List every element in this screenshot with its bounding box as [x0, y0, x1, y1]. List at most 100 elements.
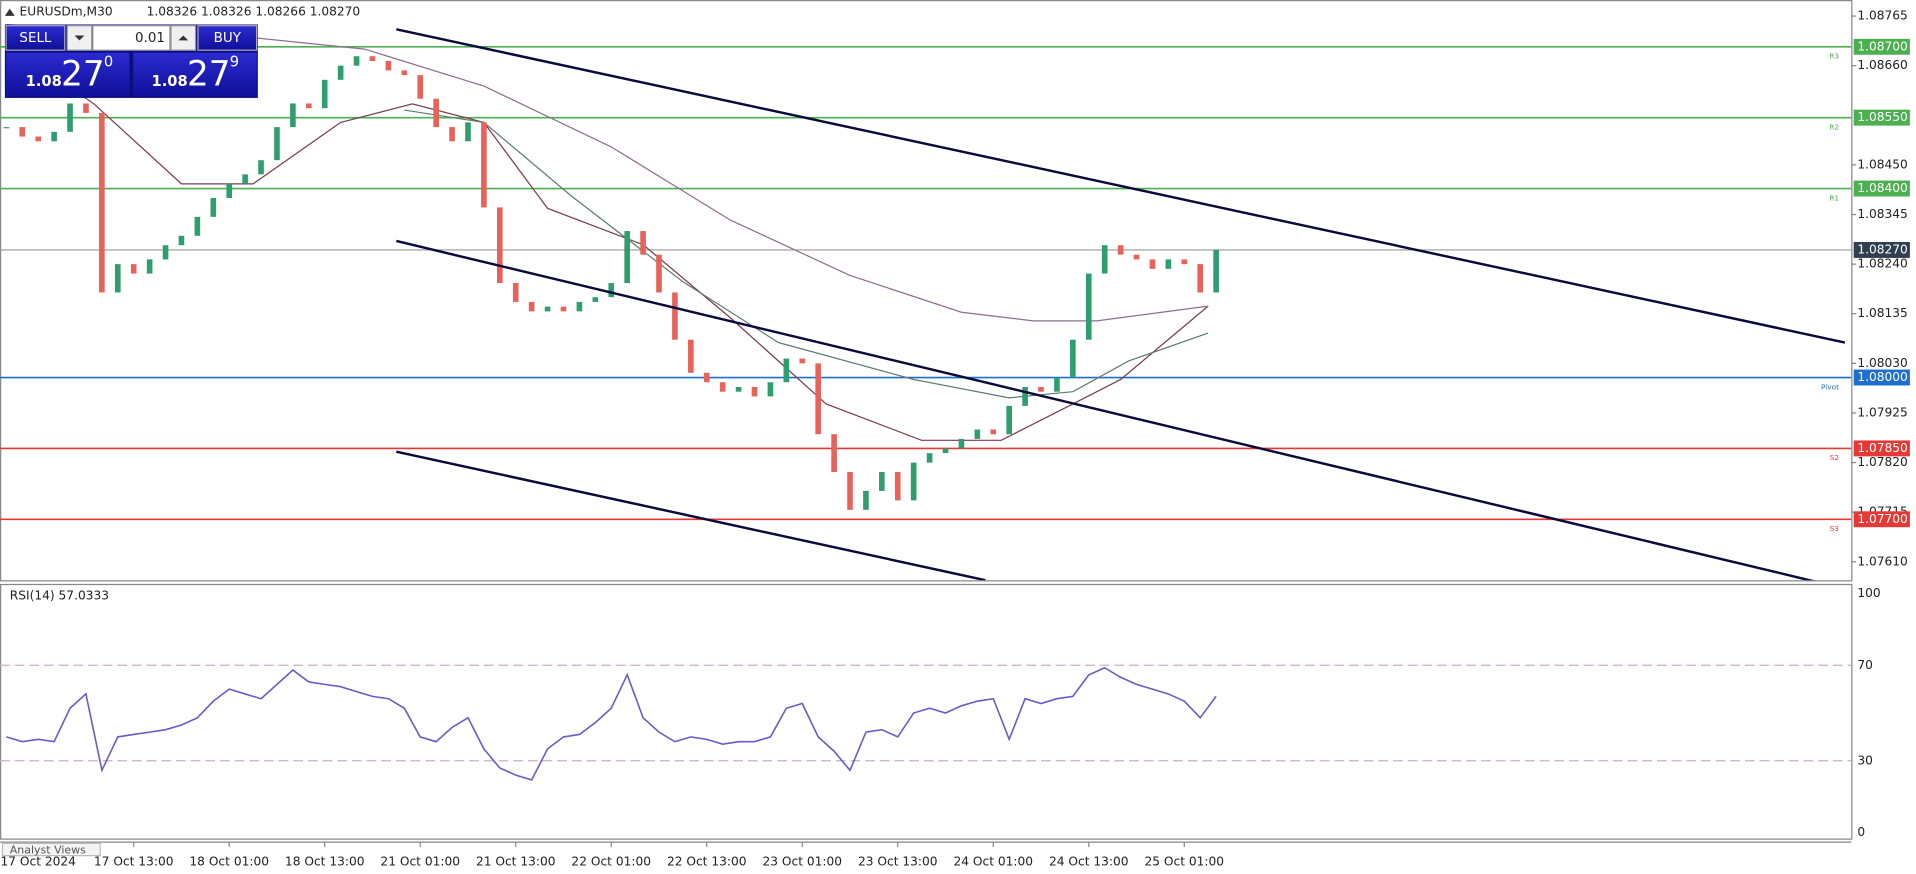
rsi-tick-label: 30: [1857, 753, 1873, 767]
level-price-box: [1853, 109, 1910, 126]
candle: [210, 197, 217, 217]
level-name: S2: [1830, 453, 1839, 462]
candle: [1085, 273, 1092, 340]
candle: [974, 429, 981, 439]
candle: [1101, 245, 1108, 274]
ask-prefix: 1.08: [152, 73, 188, 90]
axes: 1.087651.086601.084501.083451.082401.081…: [0, 9, 1910, 868]
buy-button[interactable]: [197, 25, 258, 51]
candle: [544, 306, 551, 312]
candle: [1038, 386, 1044, 392]
candle: [3, 127, 10, 129]
header: EURUSDm,M30 1.08326 1.08326 1.08266 1.08…: [4, 5, 361, 19]
candle: [1149, 259, 1156, 269]
level-price-label: 1.07700: [1857, 512, 1907, 526]
candle: [130, 264, 137, 274]
analyst-tab-label: Analyst Views: [10, 844, 86, 857]
rsi-tick-label: 0: [1857, 825, 1865, 839]
candle: [703, 372, 710, 383]
candle: [815, 363, 821, 435]
moving-average: [6, 23, 1209, 322]
candle: [608, 283, 615, 298]
current-price-box: [1853, 241, 1910, 258]
analyst-tab[interactable]: [1, 842, 101, 857]
trendline: [396, 239, 1815, 581]
candle: [146, 259, 153, 274]
ask-small: 9: [230, 53, 239, 70]
candle: [417, 75, 424, 99]
symbol: EURUSDm,M30: [20, 5, 113, 19]
sell-button[interactable]: [5, 25, 66, 51]
bid-box[interactable]: [6, 52, 130, 97]
candle: [560, 306, 567, 312]
main-plot: R3 R2 R1 Pivot S2 S3: [0, 23, 1852, 581]
x-tick-label: 18 Oct 13:00: [285, 854, 365, 868]
y-tick-label: 1.08450: [1857, 157, 1907, 171]
candle: [67, 103, 73, 132]
volume: 0.01: [135, 31, 165, 46]
candle: [942, 448, 949, 454]
candle: [226, 183, 233, 198]
level-price-label: 1.08550: [1857, 110, 1907, 124]
candle: [879, 472, 885, 491]
level-price-label: 1.08000: [1857, 370, 1907, 384]
y-tick-label: 1.07820: [1857, 455, 1907, 469]
up-arrow: [178, 35, 189, 41]
level-price-box: [1853, 180, 1910, 197]
ask-box[interactable]: [133, 52, 257, 97]
candle: [83, 103, 89, 113]
candle: [863, 490, 869, 510]
rsi-tick-label: 70: [1857, 658, 1873, 672]
rsi-tick-label: 100: [1857, 586, 1880, 600]
candle: [672, 292, 678, 340]
candle: [369, 56, 376, 61]
candle: [465, 122, 471, 142]
candle: [1181, 259, 1188, 265]
y-tick-label: 1.08345: [1857, 207, 1907, 221]
bid-small: 0: [104, 53, 113, 70]
buy-label: BUY: [214, 31, 242, 46]
level-price-label: 1.07850: [1857, 441, 1907, 455]
x-tick-label: 23 Oct 13:00: [858, 854, 938, 868]
x-tick-label: 23 Oct 01:00: [762, 854, 842, 868]
candle: [258, 160, 264, 175]
candle: [624, 231, 630, 284]
level-price-label: 1.08700: [1857, 39, 1907, 53]
candle: [735, 386, 742, 392]
x-tick-label: 22 Oct 13:00: [667, 854, 747, 868]
moving-average: [13, 48, 1209, 441]
level-name: R1: [1829, 193, 1839, 202]
ohlc: 1.08326 1.08326 1.08266 1.08270: [147, 5, 361, 19]
rsi-pane-border: [0, 583, 1853, 840]
x-tick-label: 24 Oct 13:00: [1049, 854, 1129, 868]
level-name: Pivot: [1821, 382, 1839, 391]
candle: [926, 453, 933, 463]
candle: [783, 358, 790, 383]
main-pane-border: [0, 0, 1853, 582]
collapse-icon[interactable]: [4, 8, 15, 16]
candle: [449, 127, 455, 142]
x-tick-label: 18 Oct 01:00: [189, 854, 269, 868]
ask-big: 27: [187, 54, 231, 94]
level-price-box: [1853, 440, 1910, 457]
candle: [274, 127, 280, 161]
level-name: R2: [1829, 122, 1839, 131]
volume-input[interactable]: [92, 25, 171, 51]
candle: [1197, 264, 1204, 293]
candle: [592, 297, 599, 302]
candle: [894, 472, 901, 501]
candle: [290, 103, 296, 128]
candle: [1165, 259, 1172, 269]
candle: [19, 127, 26, 137]
rsi-line: [6, 666, 1217, 781]
level-name: S3: [1830, 524, 1840, 533]
moving-average: [404, 109, 1209, 399]
candle: [576, 301, 583, 312]
x-tick-label: 21 Oct 13:00: [476, 854, 556, 868]
level-price-box: [1853, 38, 1910, 55]
candle: [35, 136, 42, 142]
candle: [1117, 245, 1124, 255]
bid-prefix: 1.08: [26, 73, 62, 90]
